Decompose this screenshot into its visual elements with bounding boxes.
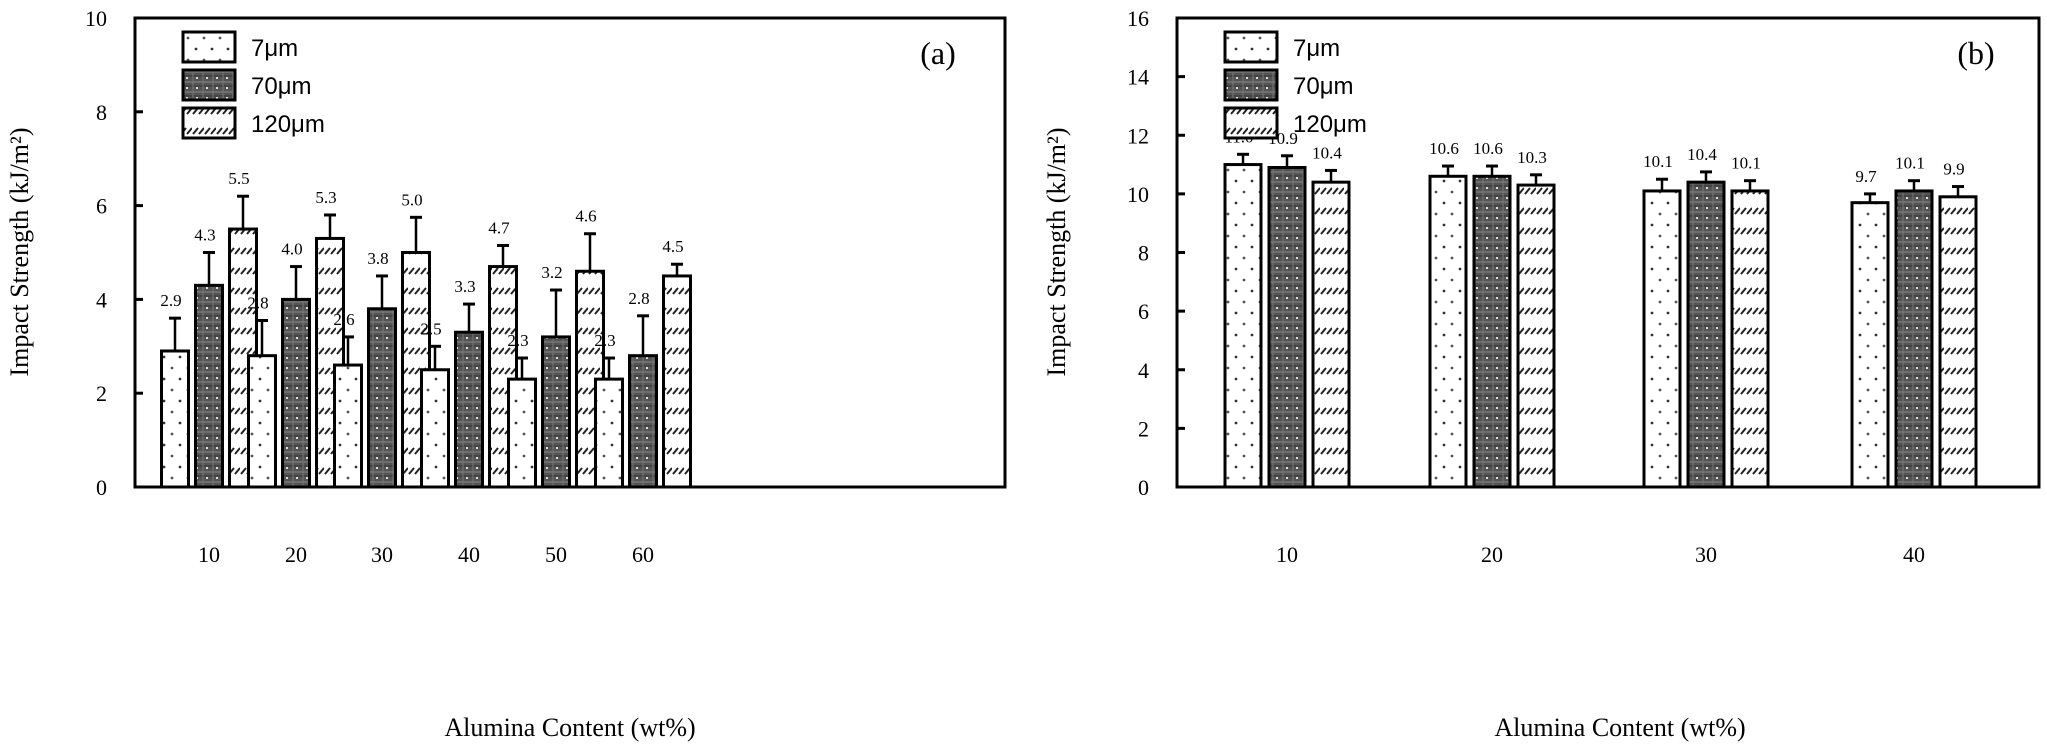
data-label: 10.6 — [1429, 139, 1459, 158]
data-label: 10.1 — [1643, 152, 1673, 171]
panel-b: 0246810121416 10203040 11.010.910.410.61… — [1042, 6, 2039, 742]
y-tick-label: 6 — [1138, 299, 1149, 324]
legend-swatch — [1225, 108, 1277, 138]
bar-7m-50 — [509, 379, 536, 487]
data-label: 2.8 — [628, 289, 649, 308]
legend-label: 7μm — [1293, 35, 1340, 62]
bar-7m-30 — [1644, 191, 1680, 487]
bar-120m-40 — [1940, 197, 1976, 487]
data-label: 3.2 — [541, 263, 562, 282]
data-label: 10.4 — [1312, 143, 1342, 162]
data-label: 2.6 — [333, 310, 354, 329]
data-label: 4.0 — [281, 240, 302, 259]
legend-swatch — [183, 70, 235, 100]
bar-70m-30 — [369, 309, 396, 487]
data-label: 10.3 — [1517, 148, 1547, 167]
panel-label-b: (b) — [1957, 35, 1994, 71]
legend-label: 70μm — [1293, 73, 1354, 100]
x-tick-label: 60 — [632, 542, 654, 567]
bar-70m-20 — [283, 299, 310, 487]
y-tick-label: 14 — [1127, 65, 1149, 90]
x-tick-label: 10 — [198, 542, 220, 567]
bar-7m-60 — [596, 379, 623, 487]
bar-7m-10 — [1225, 165, 1261, 487]
legend-label: 120μm — [1293, 111, 1367, 138]
bar-70m-10 — [196, 285, 223, 487]
y-tick-label: 2 — [96, 381, 107, 406]
x-tick-label: 30 — [1695, 542, 1717, 567]
bar-70m-40 — [1896, 191, 1932, 487]
bar-70m-30 — [1688, 182, 1724, 487]
legend-label: 70μm — [251, 73, 312, 100]
data-label: 5.5 — [228, 169, 249, 188]
legend-label: 120μm — [251, 111, 325, 138]
data-label: 3.8 — [367, 249, 388, 268]
data-label: 2.5 — [420, 319, 441, 338]
x-axis-title-a: Alumina Content (wt%) — [444, 713, 695, 742]
bar-120m-60 — [664, 276, 691, 487]
y-tick-label: 10 — [1127, 182, 1149, 207]
figure: 0246810 102030405060 2.94.35.52.84.05.32… — [0, 0, 2047, 748]
bar-7m-30 — [335, 365, 362, 487]
bar-7m-40 — [422, 370, 449, 487]
x-axis-title-b: Alumina Content (wt%) — [1494, 713, 1745, 742]
legend-swatch — [1225, 32, 1277, 62]
y-tick-label: 8 — [96, 100, 107, 125]
bar-7m-20 — [249, 356, 276, 487]
data-label: 10.4 — [1687, 145, 1717, 164]
y-axis-title-b: Impact Strength (kJ/m²) — [1042, 128, 1071, 377]
data-label: 9.9 — [1943, 160, 1964, 179]
y-tick-label: 0 — [1138, 475, 1149, 500]
data-label: 4.3 — [194, 226, 215, 245]
bar-70m-20 — [1474, 176, 1510, 487]
data-label: 2.3 — [594, 331, 615, 350]
data-label: 10.6 — [1473, 139, 1503, 158]
panel-a: 0 2 4 6 8 10 10 20 30 40 50 60 2.9 4.3 5.5 2.8 4.0 5.3 2… — [5, 6, 1005, 742]
x-tick-label: 40 — [1903, 542, 1925, 567]
bar-70m-10 — [1269, 167, 1305, 487]
bar-120m-30 — [1732, 191, 1768, 487]
panel-label-a: (a) — [920, 35, 956, 71]
y-tick-label: 2 — [1138, 416, 1149, 441]
data-label: 2.3 — [507, 331, 528, 350]
data-label: 4.5 — [662, 237, 683, 256]
legend-label: 7μm — [251, 35, 298, 62]
bar-7m-20 — [1430, 176, 1466, 487]
bar-7m-40 — [1852, 203, 1888, 487]
x-tick-label: 20 — [1481, 542, 1503, 567]
data-label: 4.6 — [575, 207, 596, 226]
x-tick-label: 30 — [371, 542, 393, 567]
y-tick-label: 10 — [85, 6, 107, 31]
x-tick-label: 40 — [458, 542, 480, 567]
data-label: 5.3 — [315, 188, 336, 207]
y-tick-label: 6 — [96, 194, 107, 219]
data-label: 10.1 — [1731, 154, 1761, 173]
bar-70m-40 — [456, 332, 483, 487]
data-label: 9.7 — [1855, 167, 1877, 186]
data-label: 2.8 — [247, 294, 268, 313]
bar-7m-10 — [162, 351, 189, 487]
y-tick-label: 12 — [1127, 123, 1149, 148]
y-tick-label: 8 — [1138, 241, 1149, 266]
y-tick-label: 16 — [1127, 6, 1149, 31]
bar-120m-10 — [1313, 182, 1349, 487]
data-label: 2.9 — [160, 291, 181, 310]
y-tick-label: 4 — [1138, 358, 1149, 383]
y-tick-label: 0 — [96, 475, 107, 500]
x-tick-label: 50 — [545, 542, 567, 567]
legend-swatch — [1225, 70, 1277, 100]
legend-swatch — [183, 32, 235, 62]
data-label: 5.0 — [401, 190, 422, 209]
bar-120m-20 — [1518, 185, 1554, 487]
x-tick-label: 10 — [1276, 542, 1298, 567]
y-tick-label: 4 — [96, 287, 107, 312]
legend-swatch — [183, 108, 235, 138]
bar-70m-60 — [630, 356, 657, 487]
bar-70m-50 — [543, 337, 570, 487]
data-label: 4.7 — [488, 218, 510, 237]
data-label: 3.3 — [454, 277, 475, 296]
y-axis-title-a: Impact Strength (kJ/m²) — [5, 128, 34, 377]
x-tick-label: 20 — [285, 542, 307, 567]
data-label: 10.1 — [1895, 154, 1925, 173]
